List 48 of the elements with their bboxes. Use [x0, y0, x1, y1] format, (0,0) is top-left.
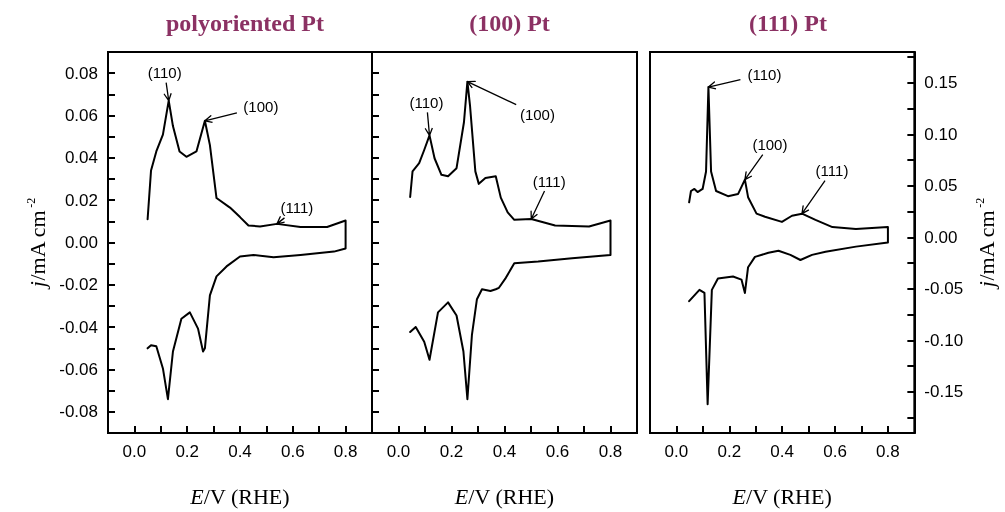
y-tick-label: 0.00 — [924, 227, 958, 247]
y-axis-title: j/mA cm-2 — [973, 197, 999, 291]
annotation: (100) — [243, 98, 279, 116]
x-tick-label: 0.6 — [280, 442, 305, 461]
x-tick-label: 0.4 — [492, 442, 517, 461]
x-axis-title: E/V (RHE) — [453, 483, 555, 509]
x-tick-label: 0.2 — [439, 442, 464, 461]
annotation: (110) — [147, 64, 182, 82]
y-tick-label: -0.05 — [924, 279, 964, 299]
x-axis-title: E/V (RHE) — [731, 483, 832, 509]
y-tick-label: 0.02 — [64, 190, 98, 210]
x-tick-label: 0.8 — [598, 442, 623, 461]
annotation: (100) — [752, 136, 788, 154]
x-tick-label: 0.2 — [175, 442, 200, 461]
annotation: (110) — [409, 93, 444, 111]
annotation: (110) — [747, 65, 782, 83]
x-tick-label: 0.8 — [333, 442, 358, 461]
y-tick-label: 0.15 — [924, 73, 958, 93]
x-tick-label: 0.0 — [122, 442, 147, 461]
chart-title: (111) Pt — [749, 10, 827, 36]
x-tick-label: 0.0 — [386, 442, 411, 461]
y-tick-label: -0.06 — [59, 360, 98, 379]
x-tick-label: 0.6 — [545, 442, 570, 461]
x-tick-label: 0.8 — [876, 442, 900, 461]
y-tick-label: 0.08 — [64, 63, 98, 83]
y-tick-label: 0.05 — [924, 176, 958, 196]
x-tick-label: 0.2 — [717, 442, 742, 461]
annotation: (111) — [280, 199, 314, 217]
annotation: (100) — [519, 106, 555, 124]
y-tick-label: -0.04 — [59, 317, 98, 337]
chart-title: polyoriented Pt — [166, 10, 324, 36]
y-tick-label: -0.10 — [924, 330, 964, 350]
y-tick-label: 0.04 — [64, 148, 98, 168]
chart-title: (100) Pt — [469, 10, 550, 36]
x-tick-label: 0.4 — [770, 442, 794, 461]
y-tick-label: 0.10 — [924, 124, 958, 144]
y-tick-label: -0.02 — [59, 275, 98, 295]
annotation: (111) — [815, 162, 849, 180]
y-tick-label: 0.00 — [64, 233, 98, 252]
y-tick-label: -0.08 — [59, 402, 98, 422]
x-tick-label: 0.6 — [823, 442, 847, 461]
y-axis-title: j/mA cm-2 — [24, 197, 50, 291]
x-tick-label: 0.4 — [228, 442, 252, 461]
x-axis-title: E/V (RHE) — [189, 483, 290, 509]
annotation: (111) — [532, 172, 566, 190]
y-tick-label: -0.15 — [924, 382, 964, 402]
y-tick-label: 0.06 — [64, 106, 98, 125]
x-tick-label: 0.0 — [664, 442, 689, 461]
